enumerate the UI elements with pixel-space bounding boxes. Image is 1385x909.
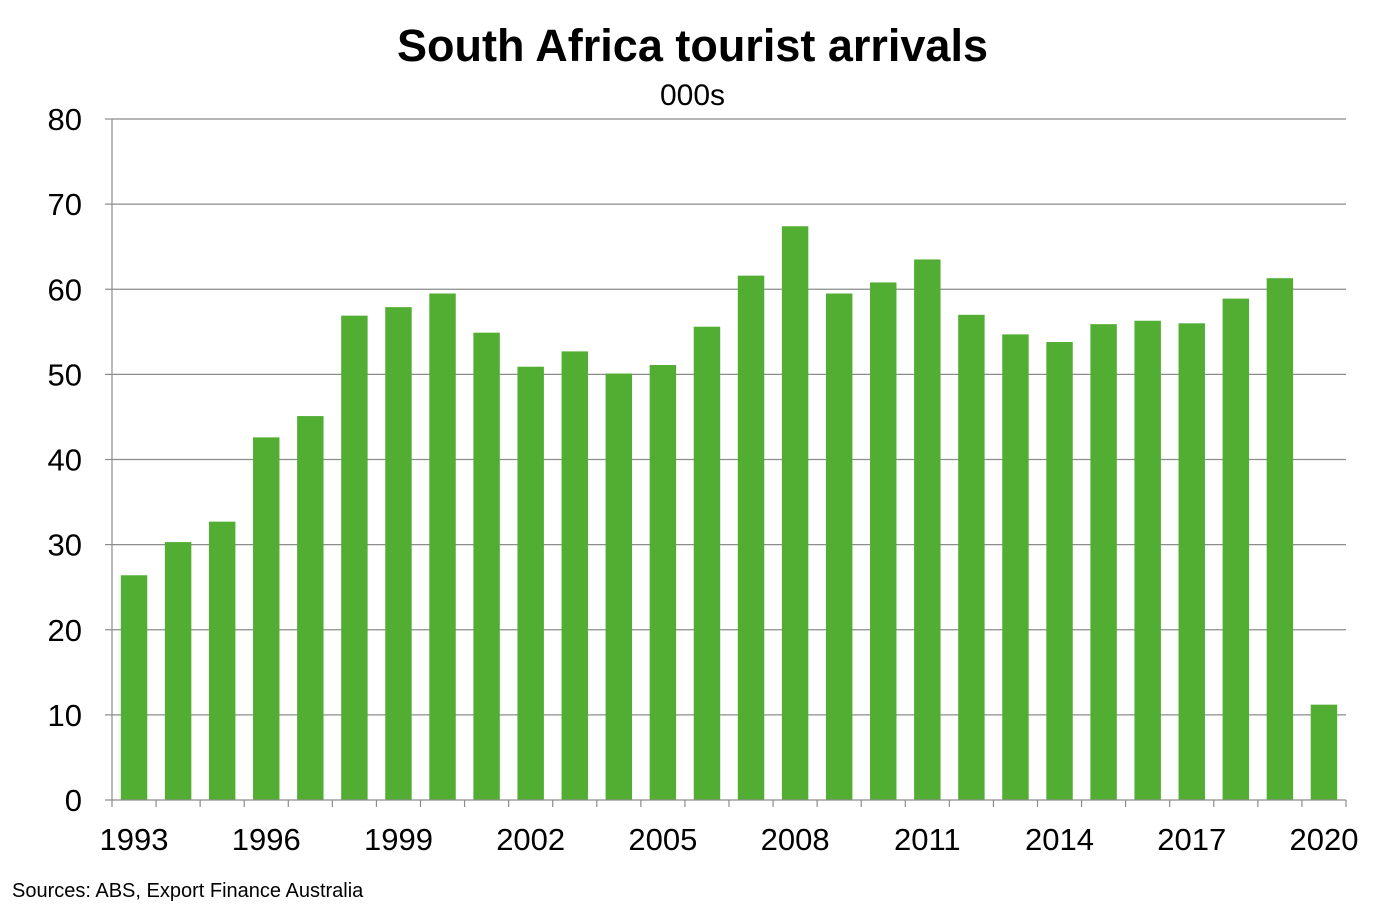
x-tick-label: 2002 (496, 822, 565, 857)
bar-1993 (120, 575, 148, 800)
bar-2005 (649, 365, 677, 800)
y-tick-label: 10 (48, 698, 82, 733)
x-tick-label: 2011 (894, 822, 961, 857)
bar-1999 (385, 307, 412, 800)
x-tick-label: 1999 (364, 822, 433, 857)
bar-2011 (914, 259, 941, 800)
bar-2007 (737, 275, 765, 800)
axes (111, 119, 1347, 807)
y-tick-label: 30 (48, 528, 82, 563)
bar-2013 (1002, 334, 1029, 800)
x-tick-label: 1996 (232, 822, 301, 857)
x-tick-label: 2005 (628, 822, 697, 857)
bar-1996 (253, 437, 280, 800)
x-tick-label: 2014 (1025, 822, 1094, 857)
y-tick-label: 50 (48, 357, 82, 392)
bar-2001 (473, 332, 500, 800)
bar-2018 (1222, 298, 1250, 800)
bars (120, 226, 1338, 801)
bar-2010 (870, 282, 897, 800)
x-tick-label: 1993 (100, 822, 169, 857)
bar-2016 (1134, 320, 1161, 800)
bar-2015 (1090, 324, 1117, 800)
bar-2009 (825, 293, 853, 800)
bar-2008 (781, 226, 809, 800)
bar-2012 (958, 314, 985, 800)
x-tick-label: 2008 (761, 822, 830, 857)
bar-1997 (297, 416, 324, 800)
y-tick-label: 60 (48, 272, 82, 307)
bar-1998 (341, 315, 368, 800)
y-tick-label: 20 (48, 613, 82, 648)
chart-title: South Africa tourist arrivals (397, 20, 988, 71)
bar-2002 (517, 366, 544, 800)
y-tick-label: 0 (65, 783, 82, 818)
bar-2003 (561, 351, 588, 800)
tick-labels: 0 10 20 30 40 50 60 70 80 1993 1996 1999 2002 2005 200… (48, 102, 1359, 857)
x-tick-label: 2020 (1289, 822, 1358, 857)
source-note: Sources: ABS, Export Finance Australia (12, 880, 364, 902)
bar-2004 (605, 373, 633, 800)
bar-2000 (429, 293, 456, 800)
y-tick-label: 70 (48, 187, 82, 222)
chart-subtitle: 000s (659, 79, 726, 112)
bar-1994 (164, 542, 192, 800)
y-tick-label: 40 (48, 443, 82, 478)
y-tick-label: 80 (48, 102, 82, 137)
bar-2017 (1178, 323, 1205, 800)
bar-2019 (1266, 278, 1294, 801)
bar-2014 (1046, 342, 1073, 800)
bar-1995 (208, 521, 236, 800)
x-tick-label: 2017 (1157, 822, 1226, 857)
bar-2006 (693, 326, 721, 800)
bar-2020 (1310, 704, 1338, 800)
